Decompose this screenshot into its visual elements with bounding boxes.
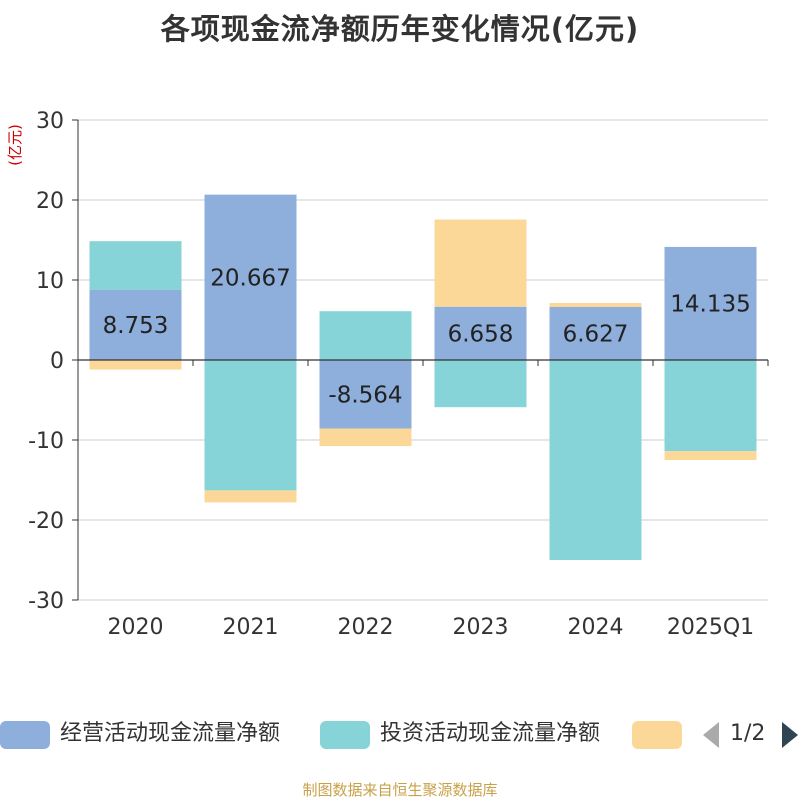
data-label: -8.564 <box>328 382 402 408</box>
x-tick-label: 2020 <box>108 615 164 640</box>
bar-2022-series-2 <box>319 428 412 447</box>
y-tick-label: -10 <box>28 429 64 454</box>
bar-2025Q1-series-0 <box>664 246 757 360</box>
x-tick-label: 2023 <box>453 615 509 640</box>
legend-prev-page-icon[interactable] <box>703 722 719 748</box>
bar-2022-series-1 <box>319 311 412 360</box>
bar-2023-series-1 <box>434 360 527 408</box>
x-tick-label: 2024 <box>568 615 624 640</box>
bar-2020-series-0 <box>89 289 182 360</box>
chart-title: 各项现金流净额历年变化情况(亿元) <box>160 12 640 46</box>
x-tick-label: 2022 <box>338 615 394 640</box>
data-label: 6.627 <box>563 321 629 347</box>
legend-swatch-operating[interactable] <box>0 721 50 749</box>
bar-2025Q1-series-2 <box>664 451 757 460</box>
bar-2024-series-1 <box>549 360 642 560</box>
legend-label-investing[interactable]: 投资活动现金流量净额 <box>380 721 601 746</box>
y-axis-label: (亿元) <box>6 124 24 166</box>
y-tick-label: 30 <box>36 109 64 134</box>
data-label: 20.667 <box>210 265 290 291</box>
legend-swatch-investing[interactable] <box>320 721 370 749</box>
source-note: 制图数据来自恒生聚源数据库 <box>302 781 498 799</box>
data-label: 6.658 <box>448 321 514 347</box>
bar-2020-series-2 <box>89 360 182 370</box>
data-label: 8.753 <box>103 313 169 339</box>
legend-page-indicator: 1/2 <box>730 721 766 746</box>
y-tick-label: 20 <box>36 189 64 214</box>
bar-2024-series-0 <box>549 306 642 360</box>
bar-2024-series-2 <box>549 302 642 307</box>
x-tick-label: 2025Q1 <box>667 615 754 640</box>
data-label: 14.135 <box>670 291 750 317</box>
bar-2021-series-0 <box>204 194 297 360</box>
legend-label-operating[interactable]: 经营活动现金流量净额 <box>60 721 281 746</box>
y-tick-label: 0 <box>50 349 64 374</box>
legend: 经营活动现金流量净额 投资活动现金流量净额 1/2 <box>0 717 800 751</box>
y-tick-label: -30 <box>28 589 64 614</box>
bar-2023-series-2 <box>434 219 527 307</box>
legend-next-page-icon[interactable] <box>782 722 798 748</box>
legend-swatch-financing[interactable] <box>632 721 682 749</box>
bar-2022-series-0 <box>319 360 412 429</box>
y-tick-label: 10 <box>36 269 64 294</box>
y-tick-label: -20 <box>28 509 64 534</box>
bar-2020-series-1 <box>89 241 182 290</box>
bar-2023-series-0 <box>434 306 527 360</box>
x-tick-label: 2021 <box>223 615 279 640</box>
bar-2025Q1-series-1 <box>664 360 757 452</box>
bar-2021-series-2 <box>204 490 297 503</box>
bar-2021-series-1 <box>204 360 297 491</box>
